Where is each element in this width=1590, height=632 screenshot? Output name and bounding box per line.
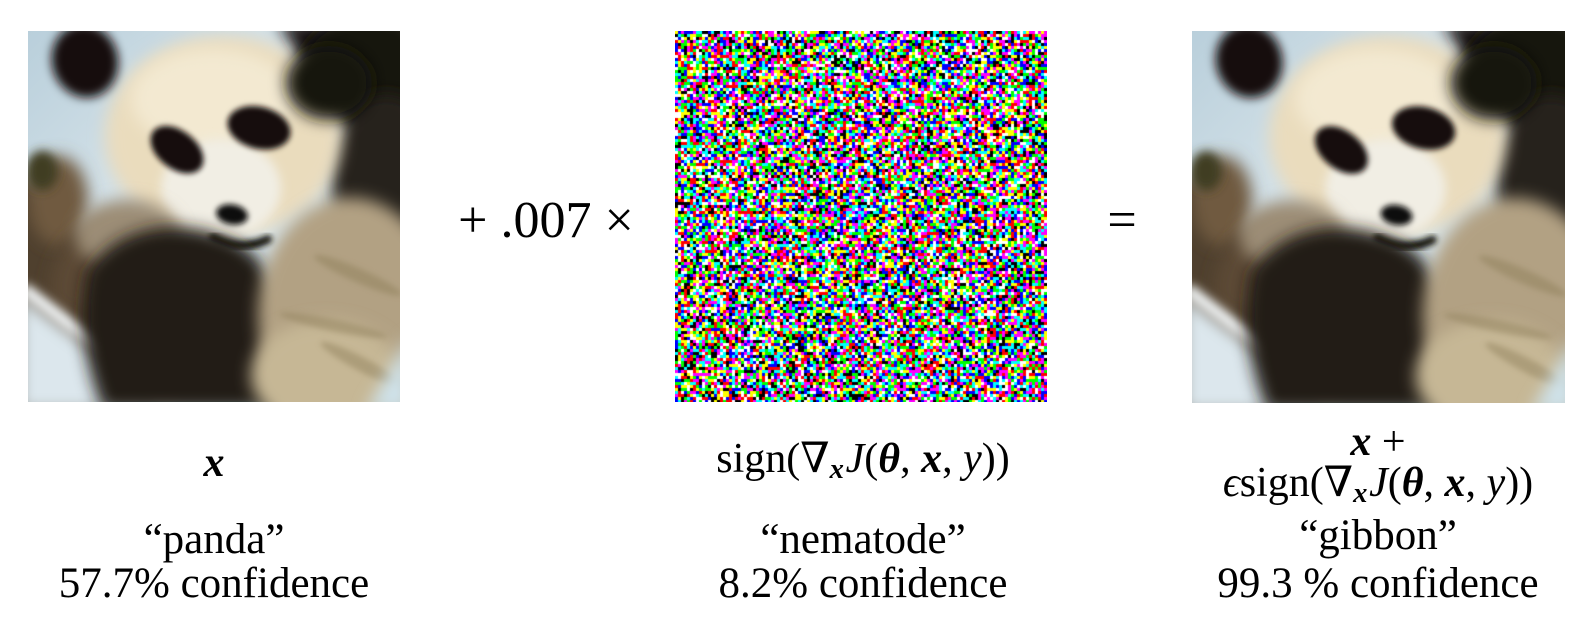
equals-operator: =	[1107, 192, 1137, 249]
output-panda-image	[1192, 31, 1565, 403]
math-nabla-subscript-x: x	[829, 454, 844, 486]
math-y: y	[963, 436, 982, 482]
math-theta: θ	[878, 436, 901, 482]
math-rparens: ))	[981, 436, 1010, 482]
nabla-symbol: ∇	[800, 436, 830, 482]
math-nabla-subscript-x: x	[1353, 478, 1368, 510]
math-rparens: ))	[1505, 460, 1534, 506]
math-x: x	[1350, 419, 1372, 465]
noise-formula: sign(∇xJ(θ, x, y))	[653, 437, 1073, 492]
noise-confidence: 8.2% confidence	[718, 560, 1008, 607]
input-confidence: 57.7% confidence	[58, 560, 370, 607]
input-class-label: “panda”	[143, 516, 285, 563]
math-lparen: (	[1387, 460, 1402, 506]
math-comma1: ,	[1423, 460, 1445, 506]
math-sign: sign(	[1239, 460, 1324, 506]
input-formula: x	[4, 441, 424, 486]
math-lparen: (	[864, 436, 879, 482]
output-class-label: “gibbon”	[1299, 512, 1457, 559]
output-formula-line2: ϵsign(∇xJ(θ, x, y))	[1168, 461, 1588, 516]
math-sign: sign(	[716, 436, 801, 482]
noise-image	[675, 31, 1047, 402]
plus-scalar-operator: + .007 ×	[458, 192, 634, 249]
math-epsilon: ϵ	[1222, 460, 1240, 506]
math-comma1: ,	[900, 436, 922, 482]
math-comma2: ,	[1465, 460, 1487, 506]
nabla-symbol: ∇	[1323, 460, 1354, 506]
output-formula-line1: x +	[1168, 420, 1588, 465]
input-panda-image	[28, 31, 400, 402]
math-y: y	[1486, 460, 1506, 506]
math-J: J	[1369, 460, 1388, 506]
math-x: x	[203, 440, 225, 486]
noise-class-label: “nematode”	[760, 516, 966, 563]
output-confidence: 99.3 % confidence	[1217, 560, 1539, 607]
math-theta: θ	[1401, 460, 1424, 506]
math-x: x	[1444, 460, 1466, 506]
math-J: J	[845, 436, 865, 482]
math-plus: +	[1371, 419, 1406, 465]
math-x: x	[921, 436, 943, 482]
math-comma2: ,	[942, 436, 964, 482]
